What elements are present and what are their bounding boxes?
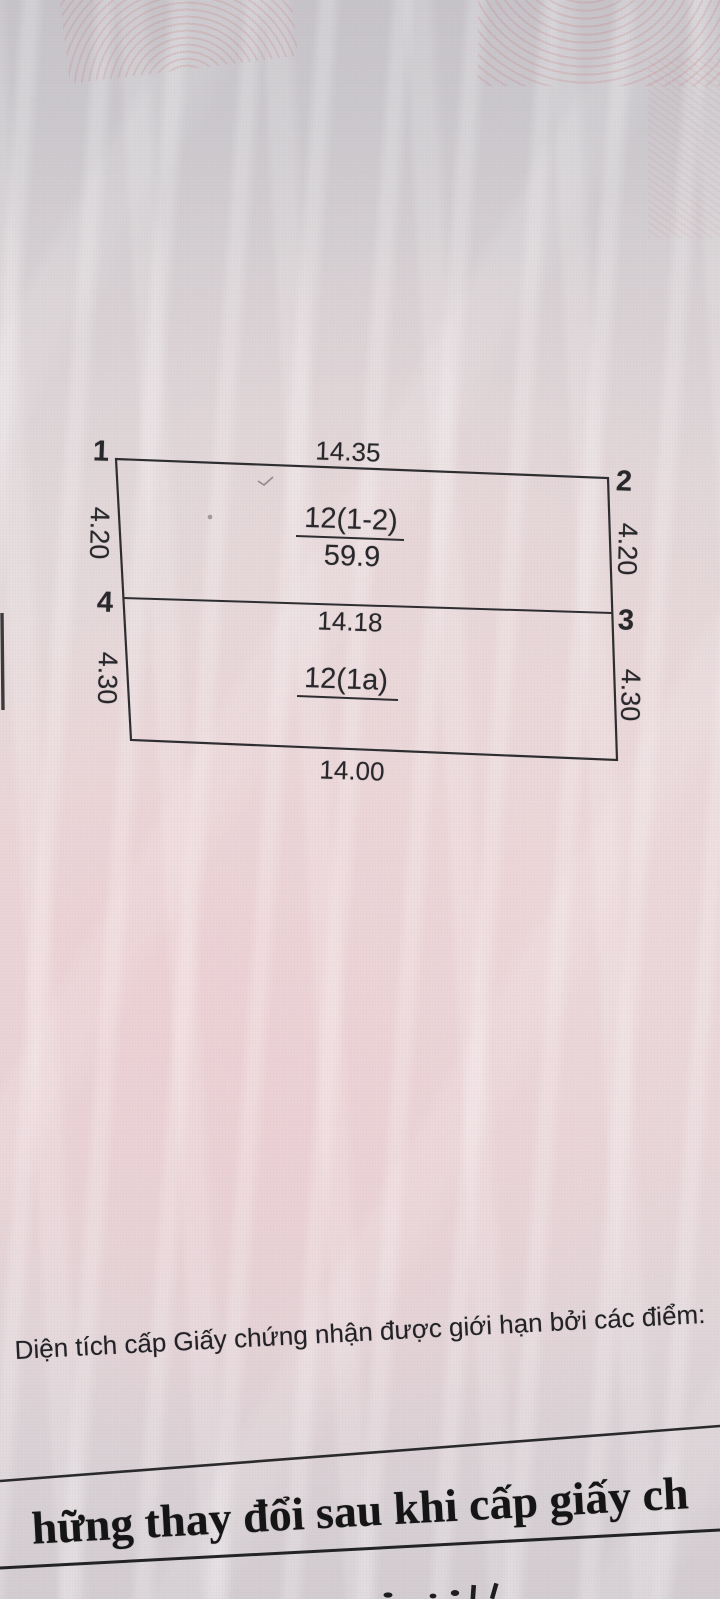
cropped-text-fragment [489,1582,499,1599]
cropped-text-fragment [450,1590,460,1596]
corner-point-label-2: 2 [615,465,633,498]
parcel-label-underline [296,695,399,701]
separator-rule-lower [0,1528,720,1570]
dimension-right-upper-edge: 4.20 [612,522,643,576]
cropped-text-fragment [383,1592,393,1598]
parcel-outline [114,457,619,762]
upper-parcel-area: 59.9 [323,539,381,574]
dimension-left-upper-edge: 4.20 [84,506,115,560]
cropped-left-edge-line [0,612,5,711]
parcel-label-fraction-bar [295,535,405,541]
paper-speck [207,514,213,520]
paper-speck [257,476,274,487]
parcel-divider-line [122,597,613,614]
dimension-middle-edge: 14.18 [316,605,384,638]
dimension-left-lower-edge: 4.30 [92,651,123,705]
dimension-right-lower-edge: 4.30 [615,668,646,722]
lower-parcel-code: 12(1a) [303,662,389,697]
corner-point-label-3: 3 [617,604,635,637]
separator-rule-upper [0,1424,720,1483]
dimension-top-edge: 14.35 [314,435,382,468]
corner-point-label-1: 1 [92,435,110,468]
corner-point-label-4: 4 [96,586,114,619]
cropped-text-fragment [429,1593,437,1599]
dimension-bottom-edge: 14.00 [318,754,386,787]
cropped-text-fragment [470,1584,477,1599]
upper-parcel-code: 12(1-2) [303,501,399,538]
